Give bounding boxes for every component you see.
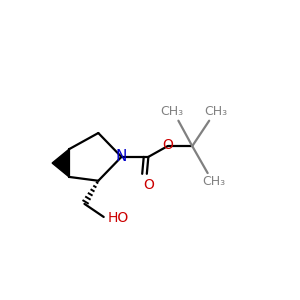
Text: CH₃: CH₃ <box>161 105 184 118</box>
Polygon shape <box>52 149 69 177</box>
Text: CH₃: CH₃ <box>202 175 225 188</box>
Text: N: N <box>116 149 127 164</box>
Text: O: O <box>144 178 154 192</box>
Text: HO: HO <box>108 211 129 225</box>
Text: CH₃: CH₃ <box>204 105 227 118</box>
Text: O: O <box>162 138 173 152</box>
